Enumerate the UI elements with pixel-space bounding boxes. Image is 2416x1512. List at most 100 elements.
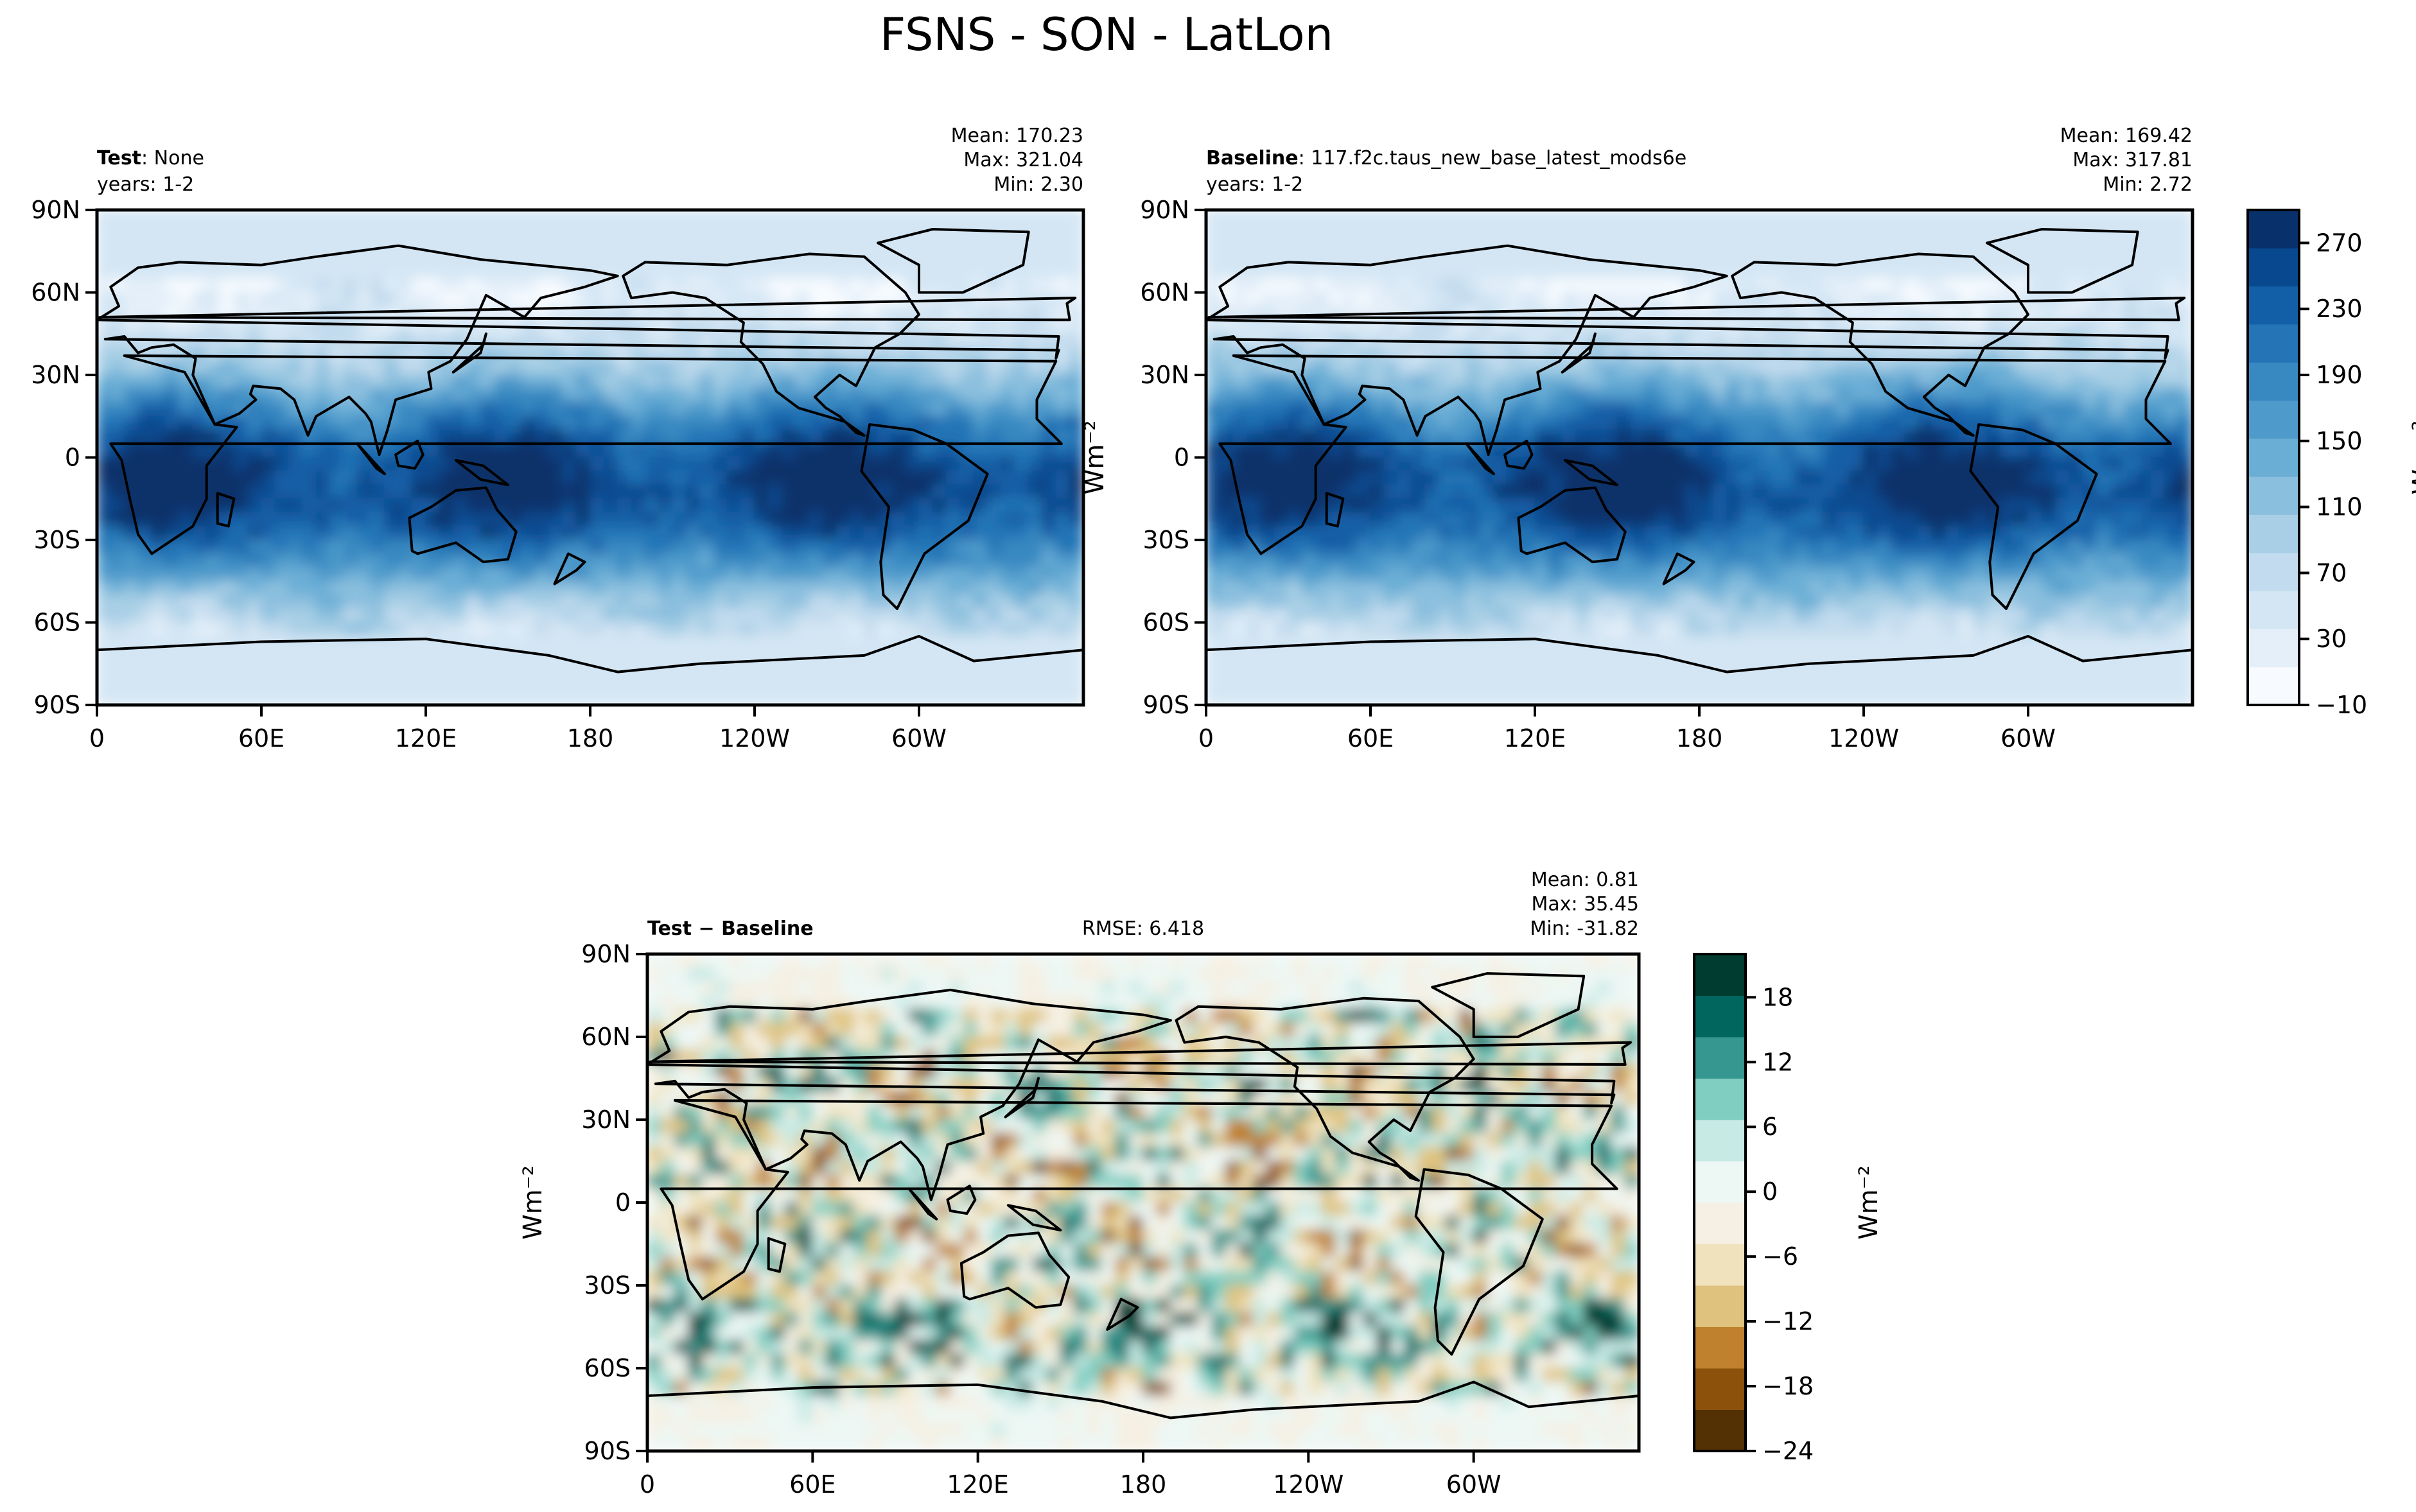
y-tick-label: 60S — [584, 1354, 631, 1382]
y-tick-label: 60N — [581, 1023, 631, 1051]
coastline — [408, 486, 518, 564]
panel-label: Test: None — [97, 147, 204, 169]
coastline — [454, 458, 509, 487]
coastline — [451, 332, 487, 374]
colorbar-band — [2248, 438, 2299, 477]
x-tick-label: 120W — [719, 724, 790, 752]
x-tick-label: 120W — [1273, 1470, 1344, 1499]
stat-min: Min: 2.72 — [2103, 173, 2193, 196]
x-tick-label: 60W — [891, 724, 947, 752]
colorbar-tick-label: 12 — [1762, 1048, 1793, 1076]
y-tick-label: 30S — [584, 1271, 631, 1299]
colorbar-band — [2248, 591, 2299, 629]
stat-min: Min: -31.82 — [1530, 917, 1639, 940]
colorbar-band — [1694, 1285, 1746, 1327]
colorbar-band — [1694, 1244, 1746, 1286]
panel-years: years: 1-2 — [1206, 173, 1303, 196]
rmse-label: RMSE: 6.418 — [1082, 917, 1204, 940]
coastline — [1503, 439, 1534, 470]
coastline — [109, 354, 1063, 555]
figure-title: FSNS - SON - LatLon — [880, 8, 1333, 61]
x-tick-label: 120E — [395, 724, 457, 752]
coastline — [1662, 552, 1695, 586]
coastline — [1561, 332, 1597, 374]
coastline — [1325, 492, 1345, 528]
colorbar-band — [2248, 324, 2299, 363]
x-tick-label: 60W — [1446, 1470, 1501, 1499]
panel-label-bold: Test — [97, 147, 141, 169]
coastline — [97, 634, 1083, 705]
y-tick-label: 60N — [1140, 279, 1189, 307]
colorbar-band — [2248, 400, 2299, 439]
colorbar-band — [2248, 629, 2299, 668]
coastline — [1731, 252, 2029, 437]
x-tick-label: 0 — [89, 724, 105, 752]
coastline — [553, 552, 586, 586]
colorbar-frame — [1693, 953, 1747, 1452]
y-tick-label: 90N — [581, 940, 631, 968]
field-cells — [647, 954, 1639, 1451]
coastline — [356, 442, 386, 476]
colorbar-frame — [2246, 209, 2300, 706]
coastline — [1006, 1204, 1062, 1231]
stat-max: Max: 321.04 — [963, 149, 1083, 171]
coastline — [907, 1187, 938, 1221]
y-tick-label: 90N — [31, 196, 80, 224]
coastline — [649, 1041, 1633, 1066]
x-tick-label: 180 — [1676, 724, 1723, 752]
stat-mean: Mean: 169.42 — [2060, 125, 2193, 147]
colorbar-tick-label: −6 — [1762, 1242, 1798, 1271]
coastline — [1175, 996, 1475, 1182]
colorbar-band — [1694, 1037, 1746, 1079]
coastline — [1004, 1077, 1040, 1118]
stat-min: Min: 2.30 — [994, 173, 1083, 196]
colorbar-band — [1694, 995, 1746, 1038]
x-tick-label: 60E — [1347, 724, 1394, 752]
coastline — [1563, 458, 1618, 487]
panel-label: Baseline: 117.f2c.taus_new_base_latest_m… — [1206, 147, 1686, 169]
map-field — [647, 954, 1639, 1451]
y-tick-label: 60N — [31, 279, 80, 307]
stat-mean: Mean: 170.23 — [951, 125, 1083, 147]
y-tick-label: 90N — [1140, 196, 1189, 224]
colorbar-tick-label: 110 — [2316, 493, 2363, 521]
panel-label: Test − Baseline — [647, 917, 814, 940]
panel-difference: 0 60E 120E 180 120W 60W 90N 60N 30N 0 30S 60S 90S Tes… — [518, 869, 1641, 1499]
coastline — [1206, 634, 2193, 705]
colorbar-tick-label: −12 — [1762, 1307, 1814, 1335]
panel-years: years: 1-2 — [97, 173, 194, 196]
coastline — [1414, 1168, 1544, 1356]
y-tick-label: 30S — [1143, 526, 1189, 554]
coastline — [877, 228, 1030, 294]
map-field — [97, 210, 1083, 705]
field-cells — [97, 210, 1083, 705]
colorbar-band — [1694, 1203, 1746, 1244]
y-axis-label: Wm⁻² — [518, 1165, 548, 1240]
y-tick-label: 0 — [1174, 444, 1189, 472]
y-tick-label: 60S — [1143, 609, 1189, 637]
colorbar-band — [1694, 1368, 1746, 1410]
coastline — [767, 1237, 787, 1273]
colorbar-band — [1694, 1161, 1746, 1203]
coastline — [97, 244, 1060, 456]
colorbar-tick-label: 230 — [2316, 295, 2363, 323]
x-tick-label: 60E — [238, 724, 284, 752]
stat-max: Max: 317.81 — [2072, 149, 2193, 171]
coastline — [860, 423, 989, 611]
coastline — [1986, 228, 2139, 294]
colorbar-band — [2248, 552, 2299, 591]
coastline — [1218, 354, 2172, 555]
colorbar-band — [1694, 954, 1746, 996]
y-tick-label: 30N — [31, 361, 80, 389]
colorbar-label: Wm⁻² — [1854, 1165, 1884, 1240]
stat-max: Max: 35.45 — [1531, 893, 1639, 916]
y-axis-label: Wm⁻² — [1080, 421, 1110, 495]
colorbar-band — [2248, 210, 2299, 248]
colorbar-absolute: −10 30 70 110 150 190 230 270 Wm⁻² — [2246, 209, 2416, 719]
coastline — [1517, 486, 1627, 564]
y-tick-label: 30N — [1140, 361, 1189, 389]
colorbar-band — [1694, 1078, 1746, 1120]
coastline — [1969, 423, 2098, 611]
y-tick-label: 0 — [65, 444, 80, 472]
